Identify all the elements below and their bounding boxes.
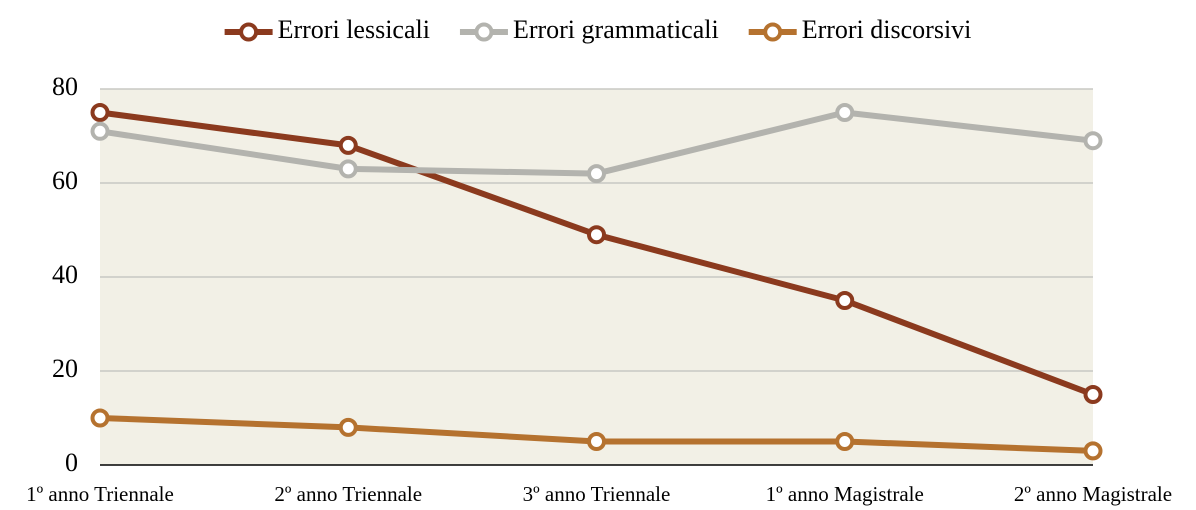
data-point [90,103,110,122]
y-tick-label: 20 [52,354,78,383]
y-tick-label: 40 [52,260,78,289]
data-point [1083,441,1103,461]
data-point [835,103,855,122]
x-tick-label: 2º anno Triennale [274,482,422,506]
legend-item: Errori grammaticali [459,15,719,44]
x-tick-label: 3º anno Triennale [523,482,671,506]
data-point [835,432,855,451]
legend-item: Errori lessicali [224,15,430,44]
data-point [587,164,606,184]
legend-label: Errori lessicali [278,15,430,44]
legend-marker [239,22,259,42]
y-tick-label: 80 [52,72,78,101]
data-point [338,417,358,437]
x-tick-label: 2º anno Magistrale [1014,482,1172,506]
legend-item: Errori discorsivi [748,15,972,44]
data-point [90,121,110,141]
data-point [338,159,358,179]
data-point [90,408,110,428]
legend-marker [763,22,783,42]
data-point [338,135,358,155]
y-tick-label: 60 [52,166,78,195]
data-point [835,291,855,310]
x-tick-label: 1º anno Magistrale [766,482,924,506]
x-tick-label: 1º anno Triennale [26,482,174,506]
legend-label: Errori discorsivi [802,15,972,44]
data-point [1083,131,1103,151]
data-point [1083,385,1103,404]
legend-marker [474,22,494,42]
legend-label: Errori grammaticali [513,15,719,44]
data-point [587,432,606,451]
data-point [587,225,606,245]
legend: Errori lessicali Errori grammaticali Error… [224,15,972,44]
y-tick-label: 0 [65,448,78,477]
